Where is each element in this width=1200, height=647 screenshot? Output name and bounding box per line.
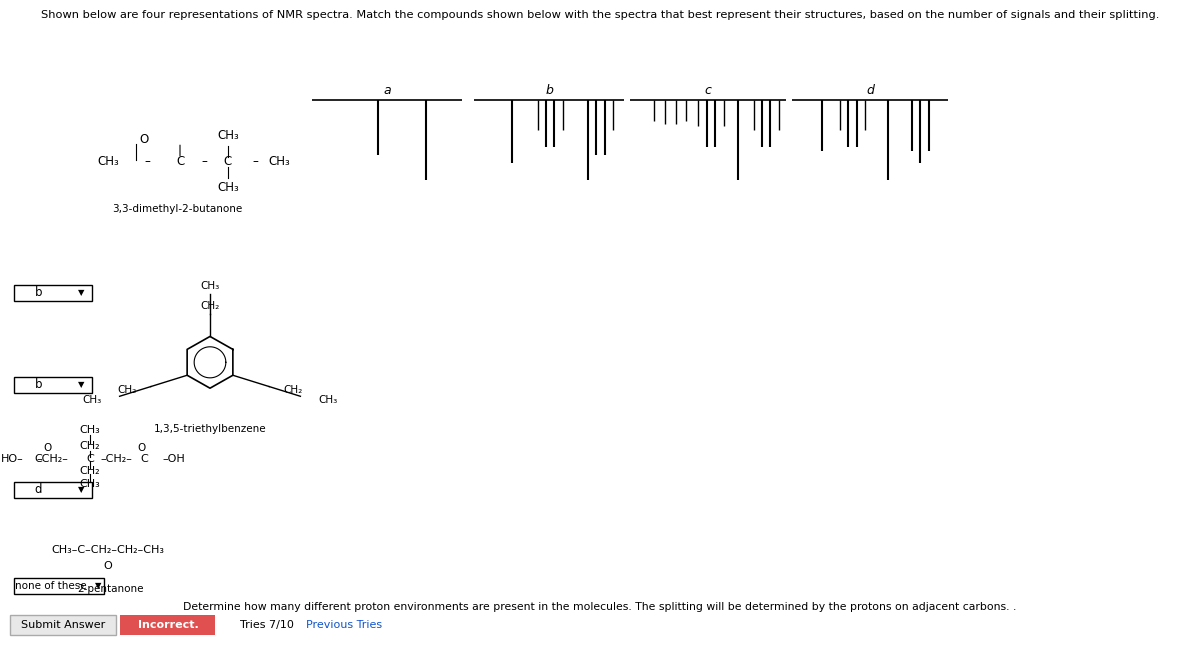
Text: C: C — [140, 454, 148, 465]
FancyBboxPatch shape — [10, 615, 116, 635]
Text: O: O — [103, 561, 113, 571]
Text: CH₃: CH₃ — [217, 181, 239, 194]
Text: ▼: ▼ — [78, 380, 85, 389]
FancyBboxPatch shape — [14, 482, 92, 498]
Text: CH₃–C–CH₂–CH₂–CH₃: CH₃–C–CH₂–CH₂–CH₃ — [52, 545, 164, 555]
Text: Determine how many different proton environments are present in the molecules. T: Determine how many different proton envi… — [184, 602, 1016, 612]
Text: –: – — [253, 155, 258, 168]
Text: O: O — [44, 443, 52, 453]
Text: Tries 7/10: Tries 7/10 — [240, 620, 294, 630]
Text: CH₃: CH₃ — [269, 155, 290, 168]
Text: Shown below are four representations of NMR spectra. Match the compounds shown b: Shown below are four representations of … — [41, 10, 1159, 20]
Text: –CH₂–: –CH₂– — [101, 454, 132, 465]
Text: CH₃: CH₃ — [217, 129, 239, 142]
Text: C: C — [224, 155, 232, 168]
Text: CH₃: CH₃ — [200, 281, 220, 291]
Text: ▼: ▼ — [95, 581, 102, 590]
Text: c: c — [704, 84, 712, 97]
Text: 3,3-dimethyl-2-butanone: 3,3-dimethyl-2-butanone — [113, 204, 242, 214]
Text: C: C — [35, 454, 42, 465]
Text: CH₂: CH₂ — [283, 385, 302, 395]
Text: b: b — [35, 286, 42, 299]
Text: b: b — [545, 84, 553, 97]
Text: 1,3,5-triethylbenzene: 1,3,5-triethylbenzene — [154, 424, 266, 433]
Text: C: C — [86, 454, 94, 465]
Text: C: C — [176, 155, 184, 168]
Text: CH₂: CH₂ — [79, 441, 101, 452]
Text: CH₂: CH₂ — [118, 385, 137, 395]
Text: –CH₂–: –CH₂– — [37, 454, 68, 465]
Text: O: O — [139, 133, 149, 146]
Text: Incorrect.: Incorrect. — [138, 620, 198, 630]
Text: b: b — [35, 378, 42, 391]
Text: Submit Answer: Submit Answer — [22, 620, 106, 630]
Text: Previous Tries: Previous Tries — [306, 620, 382, 630]
Text: ▼: ▼ — [78, 288, 85, 297]
Text: d: d — [35, 483, 42, 496]
FancyBboxPatch shape — [14, 377, 92, 393]
FancyBboxPatch shape — [14, 578, 104, 594]
Text: a: a — [383, 84, 391, 97]
Text: –: – — [202, 155, 206, 168]
Text: 2-pentanone: 2-pentanone — [77, 584, 144, 594]
Text: CH₃: CH₃ — [79, 425, 101, 435]
Text: CH₃: CH₃ — [79, 479, 101, 489]
Text: CH₂: CH₂ — [200, 301, 220, 311]
Text: ▼: ▼ — [78, 485, 85, 494]
Text: CH₃: CH₃ — [318, 395, 337, 404]
Text: HO–: HO– — [1, 454, 24, 465]
FancyBboxPatch shape — [14, 285, 92, 301]
FancyBboxPatch shape — [120, 615, 215, 635]
Text: CH₂: CH₂ — [79, 466, 101, 476]
Text: none of these: none of these — [14, 580, 86, 591]
Text: CH₃: CH₃ — [97, 155, 119, 168]
Text: –OH: –OH — [162, 454, 185, 465]
Text: O: O — [138, 443, 145, 453]
Text: CH₃: CH₃ — [83, 395, 102, 404]
Text: d: d — [866, 84, 874, 97]
Text: –: – — [145, 155, 150, 168]
